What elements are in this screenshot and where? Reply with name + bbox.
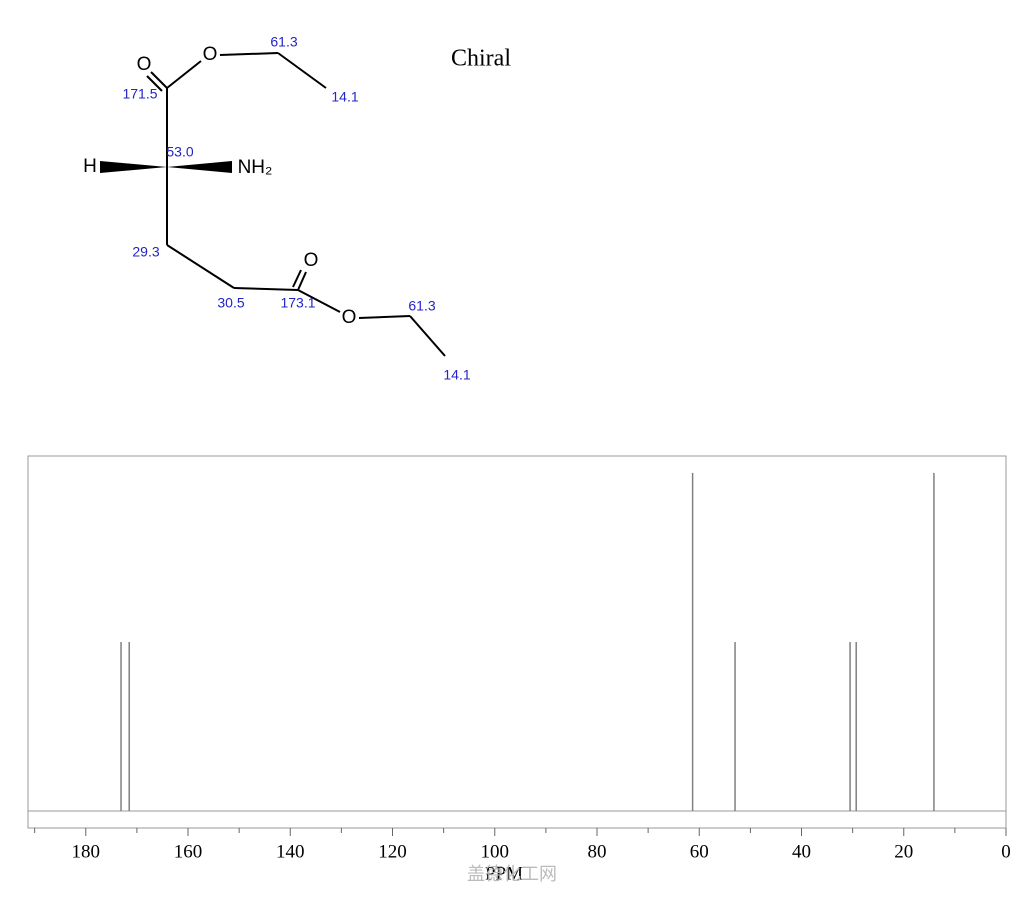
bond	[358, 315, 411, 319]
chiral-label: Chiral	[451, 46, 511, 72]
x-tick-label: 0	[1001, 841, 1011, 862]
bond	[150, 71, 168, 89]
wedge-bond	[100, 161, 167, 173]
bond	[297, 289, 341, 313]
x-tick-label: 100	[481, 841, 510, 862]
shift-label: 61.3	[408, 298, 435, 314]
atom: O	[342, 307, 357, 328]
x-tick-label: 140	[276, 841, 305, 862]
shift-label: 53.0	[166, 144, 193, 160]
bond	[166, 244, 235, 289]
shift-label: 14.1	[331, 89, 358, 105]
shift-label: 173.1	[280, 295, 315, 311]
shift-label: 14.1	[443, 367, 470, 383]
shift-label: 171.5	[122, 86, 157, 102]
x-tick-label: 60	[690, 841, 709, 862]
x-tick-label: 160	[174, 841, 203, 862]
molecule: O O H NH₂ O O 61.3 14.1 171.5 53.0 29.3 …	[83, 34, 511, 383]
atom: NH₂	[238, 157, 273, 178]
plot-frame	[27, 455, 1007, 829]
bond	[277, 52, 327, 89]
bond	[146, 75, 163, 92]
atom: H	[83, 156, 97, 177]
shift-label: 30.5	[217, 295, 244, 311]
watermark: 盖德化工网	[467, 864, 557, 885]
bond	[233, 287, 299, 291]
wedge-bond	[167, 161, 232, 173]
bond	[219, 52, 279, 56]
atom: O	[137, 54, 152, 75]
bond	[409, 315, 446, 357]
x-tick-label: 20	[894, 841, 913, 862]
x-tick-label: 120	[378, 841, 407, 862]
shift-label: 29.3	[132, 244, 159, 260]
atom: O	[203, 44, 218, 65]
shift-label: 61.3	[270, 34, 297, 50]
bond	[292, 269, 302, 288]
x-tick-label: 80	[588, 841, 607, 862]
atom: O	[304, 250, 319, 271]
x-tick-label: 180	[72, 841, 101, 862]
bond	[297, 271, 307, 291]
x-axis-title: PPM	[485, 863, 523, 884]
bond	[166, 60, 202, 89]
x-tick-label: 40	[792, 841, 811, 862]
